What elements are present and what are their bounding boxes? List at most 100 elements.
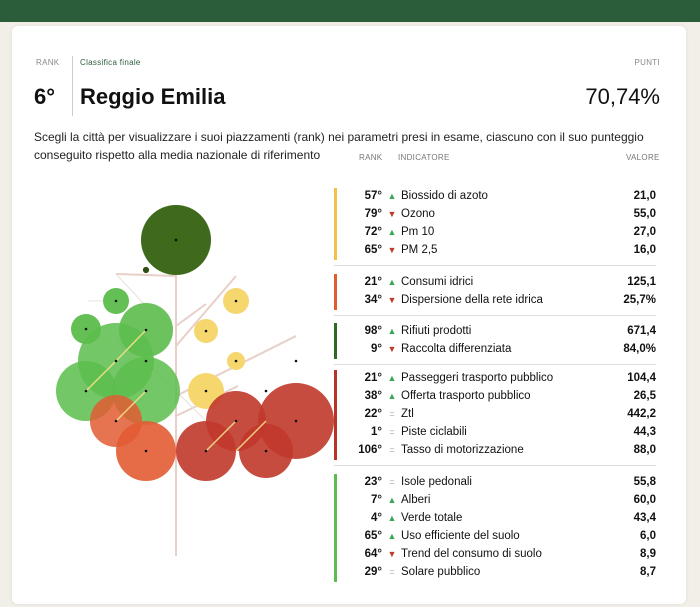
trend-equal-icon: = (389, 445, 395, 455)
row-indicator-name: Raccolta differenziata (401, 343, 512, 355)
row-indicator-name: Alberi (401, 494, 431, 506)
row-rank: 21° (364, 372, 382, 384)
row-rank: 65° (364, 244, 382, 256)
header-divider (72, 56, 73, 116)
group-divider (334, 465, 656, 466)
table-row[interactable]: 22° = Ztl 442,2 (334, 406, 656, 424)
row-value: 21,0 (633, 190, 656, 202)
trend-up-icon: ▲ (387, 326, 397, 336)
city-rank: 6° (34, 84, 56, 109)
trend-down-icon: ▼ (387, 549, 397, 559)
city-score: 70,74% (585, 84, 660, 109)
row-rank: 38° (364, 390, 382, 402)
tree-circles[interactable] (56, 205, 334, 481)
row-value: 60,0 (633, 494, 656, 506)
row-indicator-name: Rifiuti prodotti (401, 325, 472, 337)
row-value: 6,0 (640, 530, 656, 542)
row-value: 55,0 (633, 208, 656, 220)
top-bar (0, 0, 700, 22)
trend-down-icon: ▼ (387, 344, 397, 354)
group-divider (334, 265, 656, 266)
row-rank: 9° (371, 343, 382, 355)
table-row[interactable]: 9° ▼ Raccolta differenziata 84,0% (334, 341, 656, 359)
table-row[interactable]: 64° ▼ Trend del consumo di suolo 8,9 (334, 546, 656, 564)
tree-highlight-lines (85, 329, 267, 452)
row-indicator-name: Ztl (401, 408, 414, 420)
trend-up-icon: ▲ (387, 191, 397, 201)
table-row[interactable]: 72° ▲ Pm 10 27,0 (334, 224, 656, 242)
table-row[interactable]: 21° ▲ Passeggeri trasporto pubblico 104,4 (334, 370, 656, 388)
table-row[interactable]: 7° ▲ Alberi 60,0 (334, 492, 656, 510)
col-header-rank: RANK (359, 153, 383, 162)
city-name[interactable]: Reggio Emilia (80, 84, 226, 109)
row-indicator-name: Dispersione della rete idrica (401, 294, 543, 306)
row-indicator-name: Trend del consumo di suolo (401, 548, 542, 560)
row-rank: 1° (371, 426, 382, 438)
row-value: 27,0 (633, 226, 656, 238)
row-rank: 72° (364, 226, 382, 238)
row-indicator-name: Passeggeri trasporto pubblico (401, 372, 554, 384)
table-row[interactable]: 79° ▼ Ozono 55,0 (334, 206, 656, 224)
table-row[interactable]: 106° = Tasso di motorizzazione 88,0 (334, 442, 656, 460)
row-indicator-name: Verde totale (401, 512, 463, 524)
table-row[interactable]: 21° ▲ Consumi idrici 125,1 (334, 274, 656, 292)
row-indicator-name: Ozono (401, 208, 435, 220)
row-value: 26,5 (633, 390, 656, 402)
trend-equal-icon: = (389, 427, 395, 437)
indicator-group: 21° ▲ Consumi idrici 125,1 34° ▼ Dispersione d… (334, 274, 656, 316)
col-header-value: VALORE (626, 153, 660, 162)
row-indicator-name: Consumi idrici (401, 276, 474, 288)
table-row[interactable]: 4° ▲ Verde totale 43,4 (334, 510, 656, 528)
row-indicator-name: Isole pedonali (401, 476, 472, 488)
group-color-bar (334, 188, 337, 260)
row-value: 88,0 (633, 444, 656, 456)
table-row[interactable]: 65° ▼ PM 2,5 16,0 (334, 242, 656, 260)
group-color-bar (334, 323, 337, 359)
row-rank: 4° (371, 512, 382, 524)
row-rank: 23° (364, 476, 382, 488)
row-indicator-name: Uso efficiente del suolo (401, 530, 520, 542)
row-indicator-name: PM 2,5 (401, 244, 438, 256)
trend-equal-icon: = (389, 477, 395, 487)
row-indicator-name: Biossido di azoto (401, 190, 488, 202)
row-rank: 7° (371, 494, 382, 506)
indicator-tree-graphic[interactable] (38, 176, 338, 556)
row-indicator-name: Pm 10 (401, 226, 435, 238)
row-rank: 22° (364, 408, 382, 420)
row-value: 43,4 (633, 512, 656, 524)
table-row[interactable]: 38° ▲ Offerta trasporto pubblico 26,5 (334, 388, 656, 406)
trend-up-icon: ▲ (387, 391, 397, 401)
table-row[interactable]: 57° ▲ Biossido di azoto 21,0 (334, 188, 656, 206)
row-rank: 21° (364, 276, 382, 288)
row-rank: 98° (364, 325, 382, 337)
trend-down-icon: ▼ (387, 209, 397, 219)
row-value: 8,7 (640, 566, 656, 578)
final-ranking-label: Classifica finale (80, 58, 141, 67)
row-value: 104,4 (627, 372, 656, 384)
trend-up-icon: ▲ (387, 495, 397, 505)
points-label: PUNTI (634, 58, 660, 67)
row-value: 55,8 (633, 476, 656, 488)
row-value: 16,0 (633, 244, 656, 256)
indicator-group: 57° ▲ Biossido di azoto 21,0 79° ▼ Ozono 55,0 72… (334, 188, 656, 266)
indicator-group: 23° = Isole pedonali 55,8 7° ▲ Alberi 60,0 4° ▲ Ve… (334, 474, 656, 582)
table-row[interactable]: 1° = Piste ciclabili 44,3 (334, 424, 656, 442)
trend-equal-icon: = (389, 567, 395, 577)
table-row[interactable]: 34° ▼ Dispersione della rete idrica 25,7% (334, 292, 656, 310)
trend-up-icon: ▲ (387, 531, 397, 541)
table-row[interactable]: 98° ▲ Rifiuti prodotti 671,4 (334, 323, 656, 341)
row-value: 44,3 (633, 426, 656, 438)
trend-down-icon: ▼ (387, 295, 397, 305)
group-divider (334, 364, 656, 365)
table-row[interactable]: 23° = Isole pedonali 55,8 (334, 474, 656, 492)
description-text: Scegli la città per visualizzare i suoi … (34, 130, 644, 162)
tree-nodes (84, 238, 298, 453)
row-rank: 29° (364, 566, 382, 578)
row-rank: 64° (364, 548, 382, 560)
row-rank: 57° (364, 190, 382, 202)
table-row[interactable]: 65° ▲ Uso efficiente del suolo 6,0 (334, 528, 656, 546)
indicator-group: 98° ▲ Rifiuti prodotti 671,4 9° ▼ Raccolta dif… (334, 323, 656, 365)
table-row[interactable]: 29° = Solare pubblico 8,7 (334, 564, 656, 582)
row-value: 84,0% (623, 343, 656, 355)
row-value: 25,7% (623, 294, 656, 306)
